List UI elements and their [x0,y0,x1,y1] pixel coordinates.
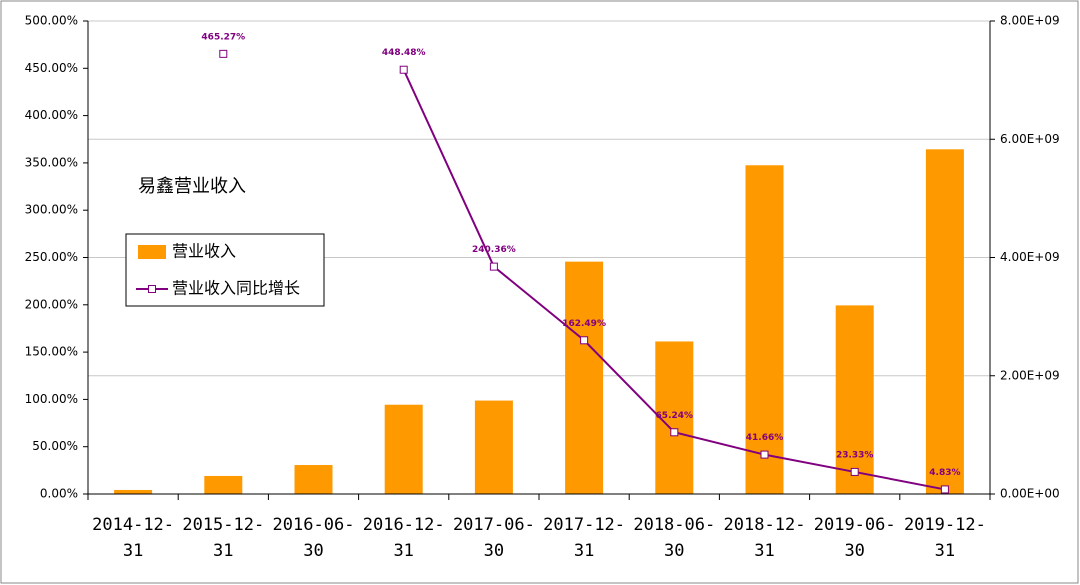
value-label: 448.48% [382,48,426,58]
y-tick-label: 400.00% [25,108,78,122]
bar [655,341,694,494]
x-tick-label: 2018-12-31 [723,515,806,561]
y2-tick-label: 4.00E+09 [1000,250,1060,264]
legend-swatch [138,245,166,259]
y2-tick-label: 0.00E+00 [1000,487,1060,501]
y-tick-label: 50.00% [32,439,78,453]
bar [294,465,333,494]
marker [850,467,859,476]
x-tick-label: 2016-06-30 [272,515,355,561]
marker [219,49,228,58]
bar [204,475,243,494]
value-label: 65.24% [656,411,694,421]
marker [399,65,408,74]
bar [835,305,874,494]
x-tick-label: 2019-12-31 [903,515,986,561]
y-tick-label: 150.00% [25,345,78,359]
y2-tick-label: 8.00E+09 [1000,14,1060,28]
value-label: 23.33% [836,450,874,460]
y-tick-label: 200.00% [25,297,78,311]
marker [760,450,769,459]
bar [925,149,964,494]
y-tick-label: 250.00% [25,250,78,264]
marker [940,485,949,494]
legend-label: 营业收入同比增长 [172,279,300,298]
value-label: 4.83% [929,468,960,478]
y2-tick-label: 2.00E+09 [1000,368,1060,382]
marker [489,262,498,271]
chart-title: 易鑫营业收入 [138,176,246,197]
value-label: 41.66% [746,433,784,443]
value-label: 240.36% [472,245,516,255]
marker [670,428,679,437]
x-tick-label: 2017-12-31 [543,515,626,561]
y-tick-label: 500.00% [25,14,78,28]
x-tick-label: 2017-06-30 [452,515,535,561]
bar [384,404,423,494]
bar [745,165,784,494]
x-tick-label: 2014-12-31 [92,515,175,561]
x-tick-label: 2018-06-30 [633,515,716,561]
y-tick-label: 100.00% [25,392,78,406]
legend-label: 营业收入 [172,242,236,261]
marker [580,336,589,345]
y-tick-label: 450.00% [25,61,78,75]
x-tick-label: 2019-06-30 [813,515,896,561]
y-tick-label: 300.00% [25,203,78,217]
value-label: 465.27% [201,32,245,42]
legend-marker [148,285,156,293]
x-tick-label: 2015-12-31 [182,515,265,561]
value-label: 162.49% [562,319,606,329]
bar [565,261,604,494]
x-tick-label: 2016-12-31 [362,515,445,561]
bar [474,400,513,494]
y-tick-label: 0.00% [40,487,78,501]
bar [114,489,153,494]
y2-tick-label: 6.00E+09 [1000,132,1060,146]
y-tick-label: 350.00% [25,155,78,169]
